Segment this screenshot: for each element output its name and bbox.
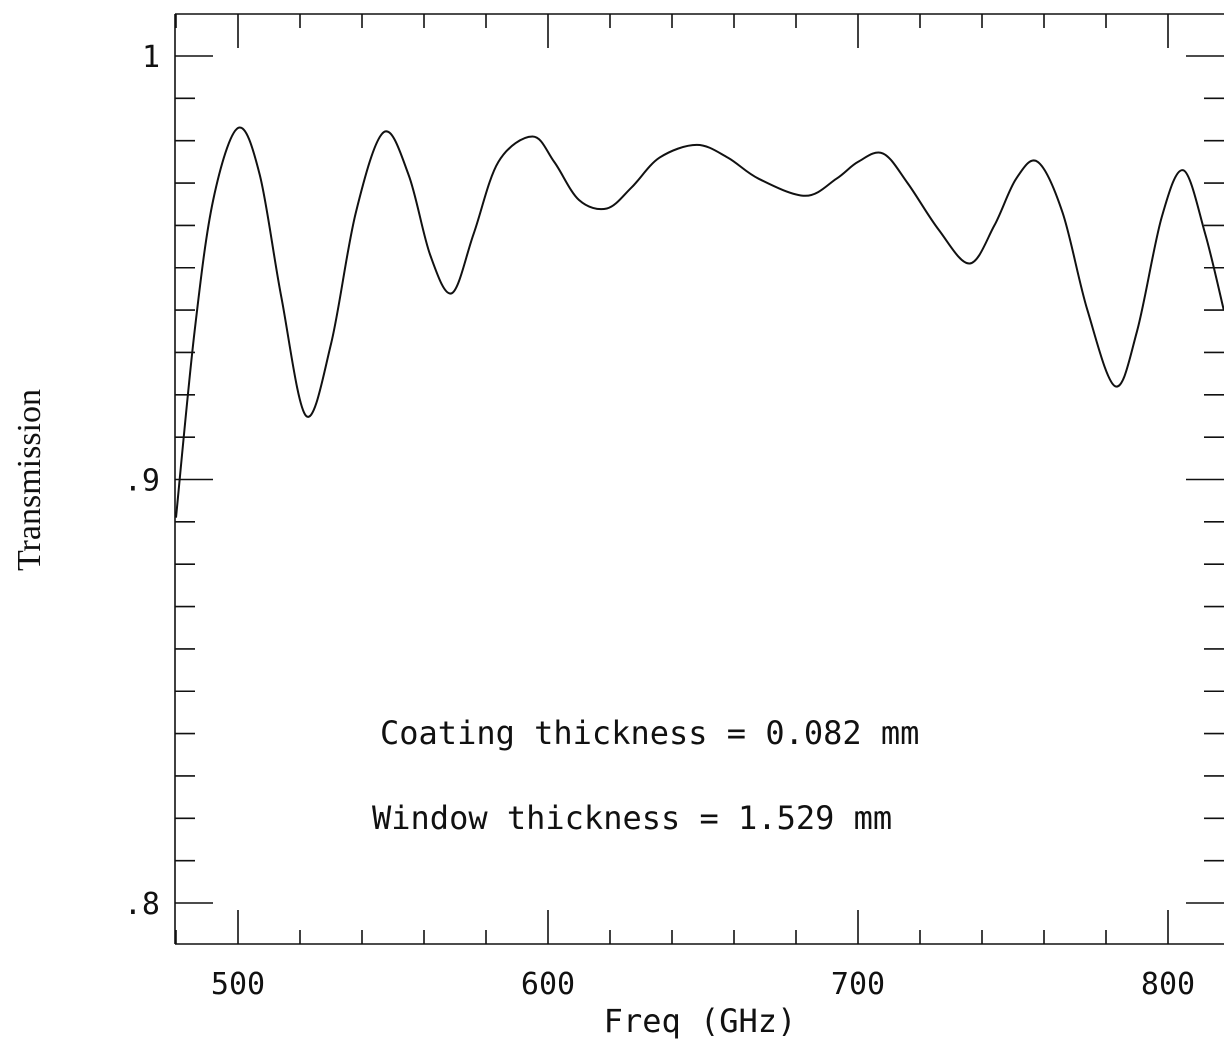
series-group xyxy=(175,126,1224,518)
tick-marks: 500 600 700 800 .8 .9 1 xyxy=(124,14,1224,1002)
x-tick-label: 700 xyxy=(831,967,885,1002)
x-tick-label: 500 xyxy=(211,967,265,1002)
annotation-window-thickness: Window thickness = 1.529 mm xyxy=(372,799,892,837)
label-group: Transmission Freq (GHz) Coating thicknes… xyxy=(11,389,919,1040)
y-tick-label: 1 xyxy=(142,40,160,75)
transmission-series-line xyxy=(175,126,1224,518)
x-axis-label: Freq (GHz) xyxy=(604,1002,797,1040)
x-tick-label: 600 xyxy=(521,967,575,1002)
y-tick-label: .8 xyxy=(124,887,160,922)
x-tick-label: 800 xyxy=(1141,967,1195,1002)
y-axis-label: Transmission xyxy=(11,389,48,571)
y-tick-label: .9 xyxy=(124,464,160,499)
annotation-coating-thickness: Coating thickness = 0.082 mm xyxy=(380,714,919,752)
